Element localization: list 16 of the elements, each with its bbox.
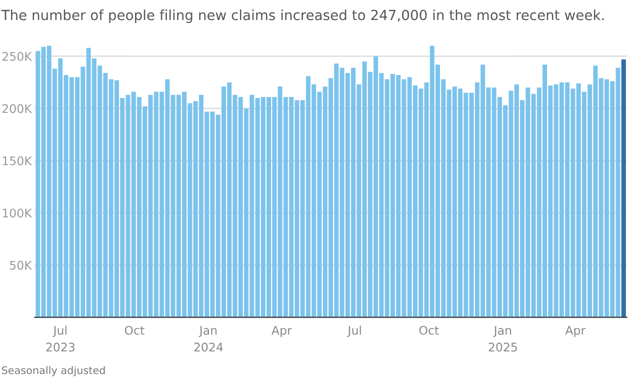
x-tick-label: Oct: [419, 326, 439, 335]
y-tick-label: 250K: [2, 52, 32, 61]
y-tick-label: 50K: [10, 260, 32, 270]
y-tick-label: 200K: [2, 104, 32, 114]
x-tick-label: Apr: [272, 326, 292, 338]
x-tick-label: Apr: [565, 326, 586, 338]
bar: [621, 59, 626, 318]
x-tick-label: Oct: [124, 326, 144, 335]
x-tick-label: Jul: [347, 326, 361, 337]
text: Seasonally adjusted: [2, 366, 105, 376]
y-tick-label: 150K: [2, 156, 32, 166]
x-tick-label: Jan 2024: [194, 326, 223, 352]
chart-title: The number of people filing new claims increased to 247,000 in the most recent week.: [1, 10, 604, 23]
x-tick-label: Jan 2025: [488, 326, 517, 352]
y-tick-label: 100K: [2, 208, 32, 218]
x-tick-label: Jul 2023: [46, 326, 74, 352]
